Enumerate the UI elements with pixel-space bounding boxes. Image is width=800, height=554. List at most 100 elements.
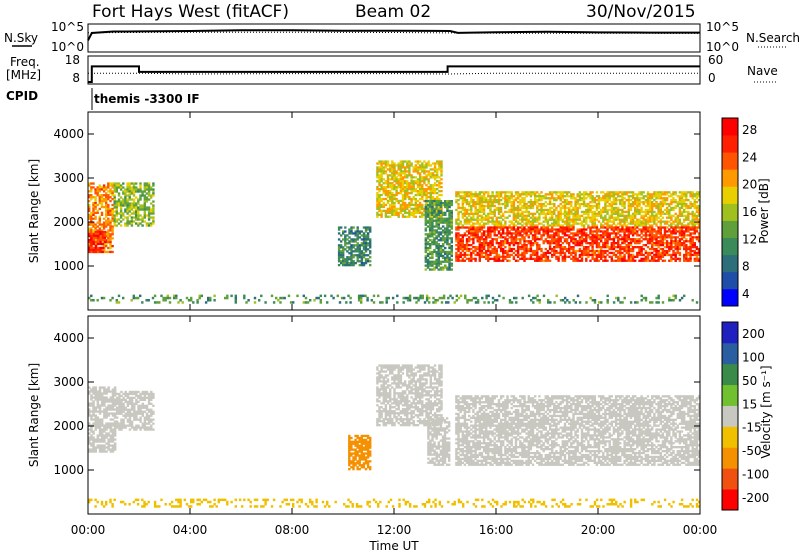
echo-cell: [610, 238, 613, 241]
echo-cell: [557, 255, 560, 258]
echo-cell: [391, 199, 394, 203]
echo-cell: [589, 244, 592, 247]
echo-cell: [135, 204, 138, 207]
echo-cell: [557, 238, 560, 241]
echo-cell: [101, 232, 104, 236]
echo-cell: [337, 250, 341, 253]
echo-cell: [113, 198, 116, 201]
echo-cell: [542, 224, 545, 227]
echo-cell: [446, 266, 449, 269]
echo-cell: [629, 204, 633, 208]
echo-cell: [680, 204, 684, 208]
echo-cell: [568, 236, 571, 239]
echo-cell: [352, 238, 355, 241]
echo-cell: [582, 249, 586, 253]
freq-tick-right-top: 60: [708, 53, 723, 67]
echo-cell: [437, 221, 440, 224]
echo-cell: [109, 241, 112, 244]
echo-cell: [493, 299, 497, 302]
echo-cell: [606, 197, 609, 200]
echo-cell: [126, 208, 129, 211]
echo-cell: [527, 218, 530, 221]
echo-cell: [436, 170, 439, 173]
echo-cell: [424, 246, 428, 250]
echo-cell: [408, 160, 411, 163]
echo-cell: [366, 234, 370, 237]
echo-cell: [663, 191, 667, 194]
echo-cell: [623, 236, 626, 239]
echo-cell: [457, 210, 460, 214]
echo-cell: [482, 244, 486, 247]
echo-cell: [442, 296, 446, 300]
echo-cell: [92, 246, 95, 250]
echo-cell: [418, 193, 422, 197]
echo-cell: [102, 243, 106, 246]
echo-cell: [604, 201, 607, 204]
echo-cell: [593, 257, 596, 260]
echo-cell: [661, 236, 665, 239]
echo-cell: [413, 296, 416, 300]
echo-cell: [497, 193, 501, 196]
echo-cell: [627, 255, 630, 258]
echo-cell: [94, 240, 98, 244]
echo-cell: [450, 241, 453, 244]
echo-cell: [107, 229, 110, 232]
echo-cell: [416, 182, 420, 185]
echo-cell: [529, 202, 533, 206]
echo-cell: [100, 194, 104, 197]
echo-cell: [593, 199, 596, 202]
echo-cell: [495, 226, 498, 229]
echo-cell: [472, 193, 475, 196]
echo-cell: [346, 250, 349, 253]
echo-cell: [130, 216, 134, 219]
echo-cell: [636, 232, 639, 235]
echo-cell: [130, 182, 134, 185]
echo-cell: [514, 249, 518, 253]
echo-cell: [418, 197, 422, 201]
echo-cell: [489, 212, 492, 215]
echo-cell: [697, 251, 701, 255]
echo-cell: [672, 220, 675, 223]
echo-cell: [627, 232, 630, 235]
echo-cell: [514, 206, 518, 210]
echo-cell: [672, 240, 675, 243]
echo-cell: [455, 222, 458, 225]
echo-cell: [92, 207, 95, 211]
echo-cell: [124, 202, 127, 205]
echo-cell: [506, 234, 509, 237]
echo-cell: [459, 240, 462, 243]
echo-cell: [534, 253, 537, 257]
echo-cell: [648, 228, 652, 231]
echo-cell: [502, 191, 505, 194]
echo-cell: [113, 190, 116, 193]
echo-cell: [397, 178, 400, 181]
echo-cell: [680, 222, 684, 225]
echo-cell: [457, 253, 460, 257]
echo-cell: [424, 211, 428, 214]
echo-cell: [580, 253, 584, 257]
echo-cell: [425, 299, 429, 302]
echo-cell: [448, 233, 451, 236]
echo-cell: [470, 224, 473, 227]
echo-cell: [98, 235, 101, 238]
echo-cell: [676, 226, 679, 229]
echo-cell: [428, 227, 432, 230]
echo-cell: [683, 210, 686, 214]
echo-cell: [634, 224, 637, 227]
echo-cell: [578, 199, 582, 202]
echo-cell: [683, 234, 686, 237]
echo-cell: [352, 250, 355, 253]
echo-cell: [680, 193, 684, 196]
echo-cell: [439, 219, 443, 222]
echo-cell: [376, 166, 379, 169]
echo-cell: [504, 232, 507, 235]
echo-cell: [580, 255, 584, 258]
echo-cell: [346, 262, 349, 265]
echo-cell: [687, 257, 690, 260]
echo-cell: [115, 182, 118, 185]
echo-cell: [499, 214, 503, 217]
echo-cell: [591, 216, 594, 219]
echo-cell: [565, 220, 569, 223]
echo-cell: [433, 241, 436, 244]
echo-cell: [597, 242, 601, 245]
